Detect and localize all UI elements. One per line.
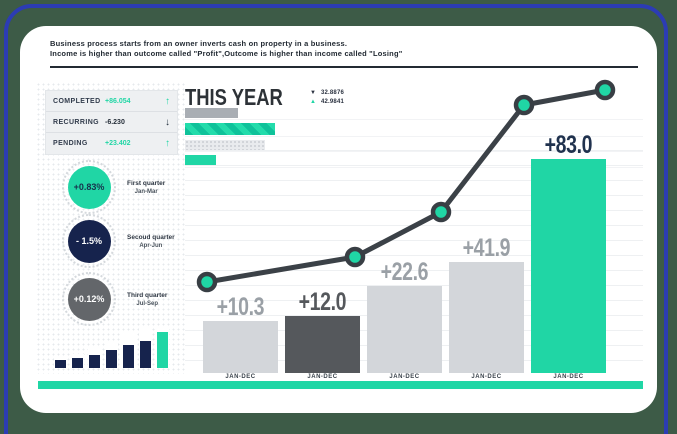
trend-line-chart xyxy=(196,79,616,293)
stat-label: RECURRING xyxy=(53,118,99,126)
chart-title: THIS YEAR xyxy=(185,84,283,110)
dotted-ring: - 1.5% xyxy=(62,214,116,268)
bar-value-label: +10.3 xyxy=(216,293,265,321)
quarter-badge-q1: +0.83% First quarter Jan-Mar xyxy=(62,160,165,214)
arrow-up-icon: ↑ xyxy=(165,95,170,107)
legend-row: ▲ 42.9841 xyxy=(310,97,344,106)
bar-value-label: +41.9 xyxy=(462,234,511,262)
bar xyxy=(531,159,606,373)
chart-legend: ▼ 32.8876 ▲ 42.9841 xyxy=(310,88,344,106)
mini-bar xyxy=(55,360,66,368)
bar xyxy=(367,286,442,373)
mini-bar xyxy=(140,341,151,368)
trend-point-marker xyxy=(196,271,218,293)
quarter-value-circle: +0.83% xyxy=(67,165,111,209)
progress-bar xyxy=(185,108,238,118)
bar xyxy=(285,316,360,373)
dotted-ring: +0.83% xyxy=(62,160,116,214)
quarter-range: Apr-Jun xyxy=(139,242,163,249)
bar-category-label: JAN-DEC xyxy=(471,374,502,380)
stats-panel: COMPLETED +86.054 ↑ RECURRING -6.230 ↓ P… xyxy=(45,90,178,155)
bar-value-label: +12.0 xyxy=(298,288,347,316)
trend-point-marker xyxy=(513,94,535,116)
legend-value: 32.8876 xyxy=(320,89,345,96)
stat-value: +23.402 xyxy=(105,140,131,147)
progress-bar-row xyxy=(185,108,643,120)
mini-bar xyxy=(89,355,100,368)
bar-group: +12.0 JAN-DEC xyxy=(285,288,360,380)
bar-value-label: +22.6 xyxy=(380,258,429,286)
bottom-accent-bar xyxy=(38,381,643,389)
trend-point-marker xyxy=(594,79,616,101)
bar-group: +41.9 JAN-DEC xyxy=(449,234,524,380)
stat-label: COMPLETED xyxy=(53,97,101,105)
legend-value: 42.9841 xyxy=(320,98,345,105)
mini-bar xyxy=(72,358,83,368)
frame-border xyxy=(4,4,668,434)
quarter-range: Jan-Mar xyxy=(134,188,158,195)
progress-bar xyxy=(185,123,275,135)
mini-bar xyxy=(157,332,168,368)
mini-bar-column xyxy=(105,326,118,368)
quarter-value-circle: +0.12% xyxy=(67,277,111,321)
bar-category-label: JAN-DEC xyxy=(225,374,256,380)
quarter-value-circle: - 1.5% xyxy=(67,219,111,263)
bar-category-label: JAN-DEC xyxy=(307,374,338,380)
dashboard-card: Business process starts from an owner in… xyxy=(20,26,657,413)
quarter-badge-q2: - 1.5% Secoud quarter Apr-Jun xyxy=(62,214,175,268)
progress-bar-row xyxy=(185,123,643,137)
trend-point-marker xyxy=(430,201,452,223)
dotted-ring: +0.12% xyxy=(62,272,116,326)
quarter-title: Secoud quarter xyxy=(127,233,175,241)
quarter-badge-q3: +0.12% Third quarter Jul-Sep xyxy=(62,272,167,326)
stat-row-pending: PENDING +23.402 ↑ xyxy=(46,133,177,154)
bar-category-label: JAN-DEC xyxy=(553,374,584,380)
stat-value: -6.230 xyxy=(105,118,125,126)
mini-trend-chart xyxy=(54,326,184,368)
arrow-up-icon: ↑ xyxy=(165,138,170,149)
mini-bar-column xyxy=(54,326,67,368)
quarter-title: Third quarter xyxy=(127,291,168,299)
stat-row-completed: COMPLETED +86.054 ↑ xyxy=(46,91,177,112)
mini-bar-column xyxy=(88,326,101,368)
mini-bar-column xyxy=(71,326,84,368)
trend-point-marker xyxy=(344,246,366,268)
header-text: Business process starts from an owner in… xyxy=(50,39,402,59)
legend-row: ▼ 32.8876 xyxy=(310,88,344,97)
quarter-text: Secoud quarter Apr-Jun xyxy=(127,233,175,250)
mini-bar-column xyxy=(122,326,135,368)
bar-value-label: +83.0 xyxy=(544,131,593,159)
mini-bar xyxy=(106,350,117,368)
bar xyxy=(449,262,524,373)
mini-bar-column xyxy=(156,326,169,368)
stat-value: +86.054 xyxy=(105,97,131,105)
quarter-range: Jul-Sep xyxy=(136,300,159,307)
bar-group: +10.3 JAN-DEC xyxy=(203,293,278,380)
main-chart-area: THIS YEAR ▼ 32.8876 ▲ 42.9841 +10.3 JAN-D… xyxy=(185,76,643,381)
quarter-text: First quarter Jan-Mar xyxy=(127,179,165,196)
bar-group: +83.0 JAN-DEC xyxy=(531,131,606,380)
mini-bar-column xyxy=(139,326,152,368)
progress-bar xyxy=(185,140,265,150)
header-divider xyxy=(50,66,638,68)
stat-row-recurring: RECURRING -6.230 ↓ xyxy=(46,112,177,133)
bar xyxy=(203,321,278,373)
triangle-up-icon: ▲ xyxy=(310,98,316,105)
stat-label: PENDING xyxy=(53,140,88,147)
bar-group: +22.6 JAN-DEC xyxy=(367,258,442,380)
header-line-2: Income is higher than outcome called "Pr… xyxy=(50,49,403,58)
quarter-text: Third quarter Jul-Sep xyxy=(127,291,167,308)
header-line-1: Business process starts from an owner in… xyxy=(50,39,348,48)
arrow-down-icon: ↓ xyxy=(165,116,170,128)
quarter-title: First quarter xyxy=(127,179,166,187)
triangle-down-icon: ▼ xyxy=(310,89,316,96)
mini-bar xyxy=(123,345,134,368)
bar-category-label: JAN-DEC xyxy=(389,374,420,380)
